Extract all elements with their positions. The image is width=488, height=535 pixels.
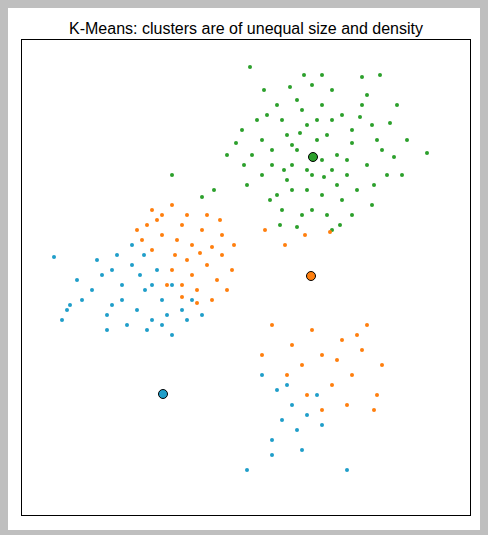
svg-text:K-Means: clusters are of unequ: K-Means: clusters are of unequal size an… [69, 20, 423, 37]
